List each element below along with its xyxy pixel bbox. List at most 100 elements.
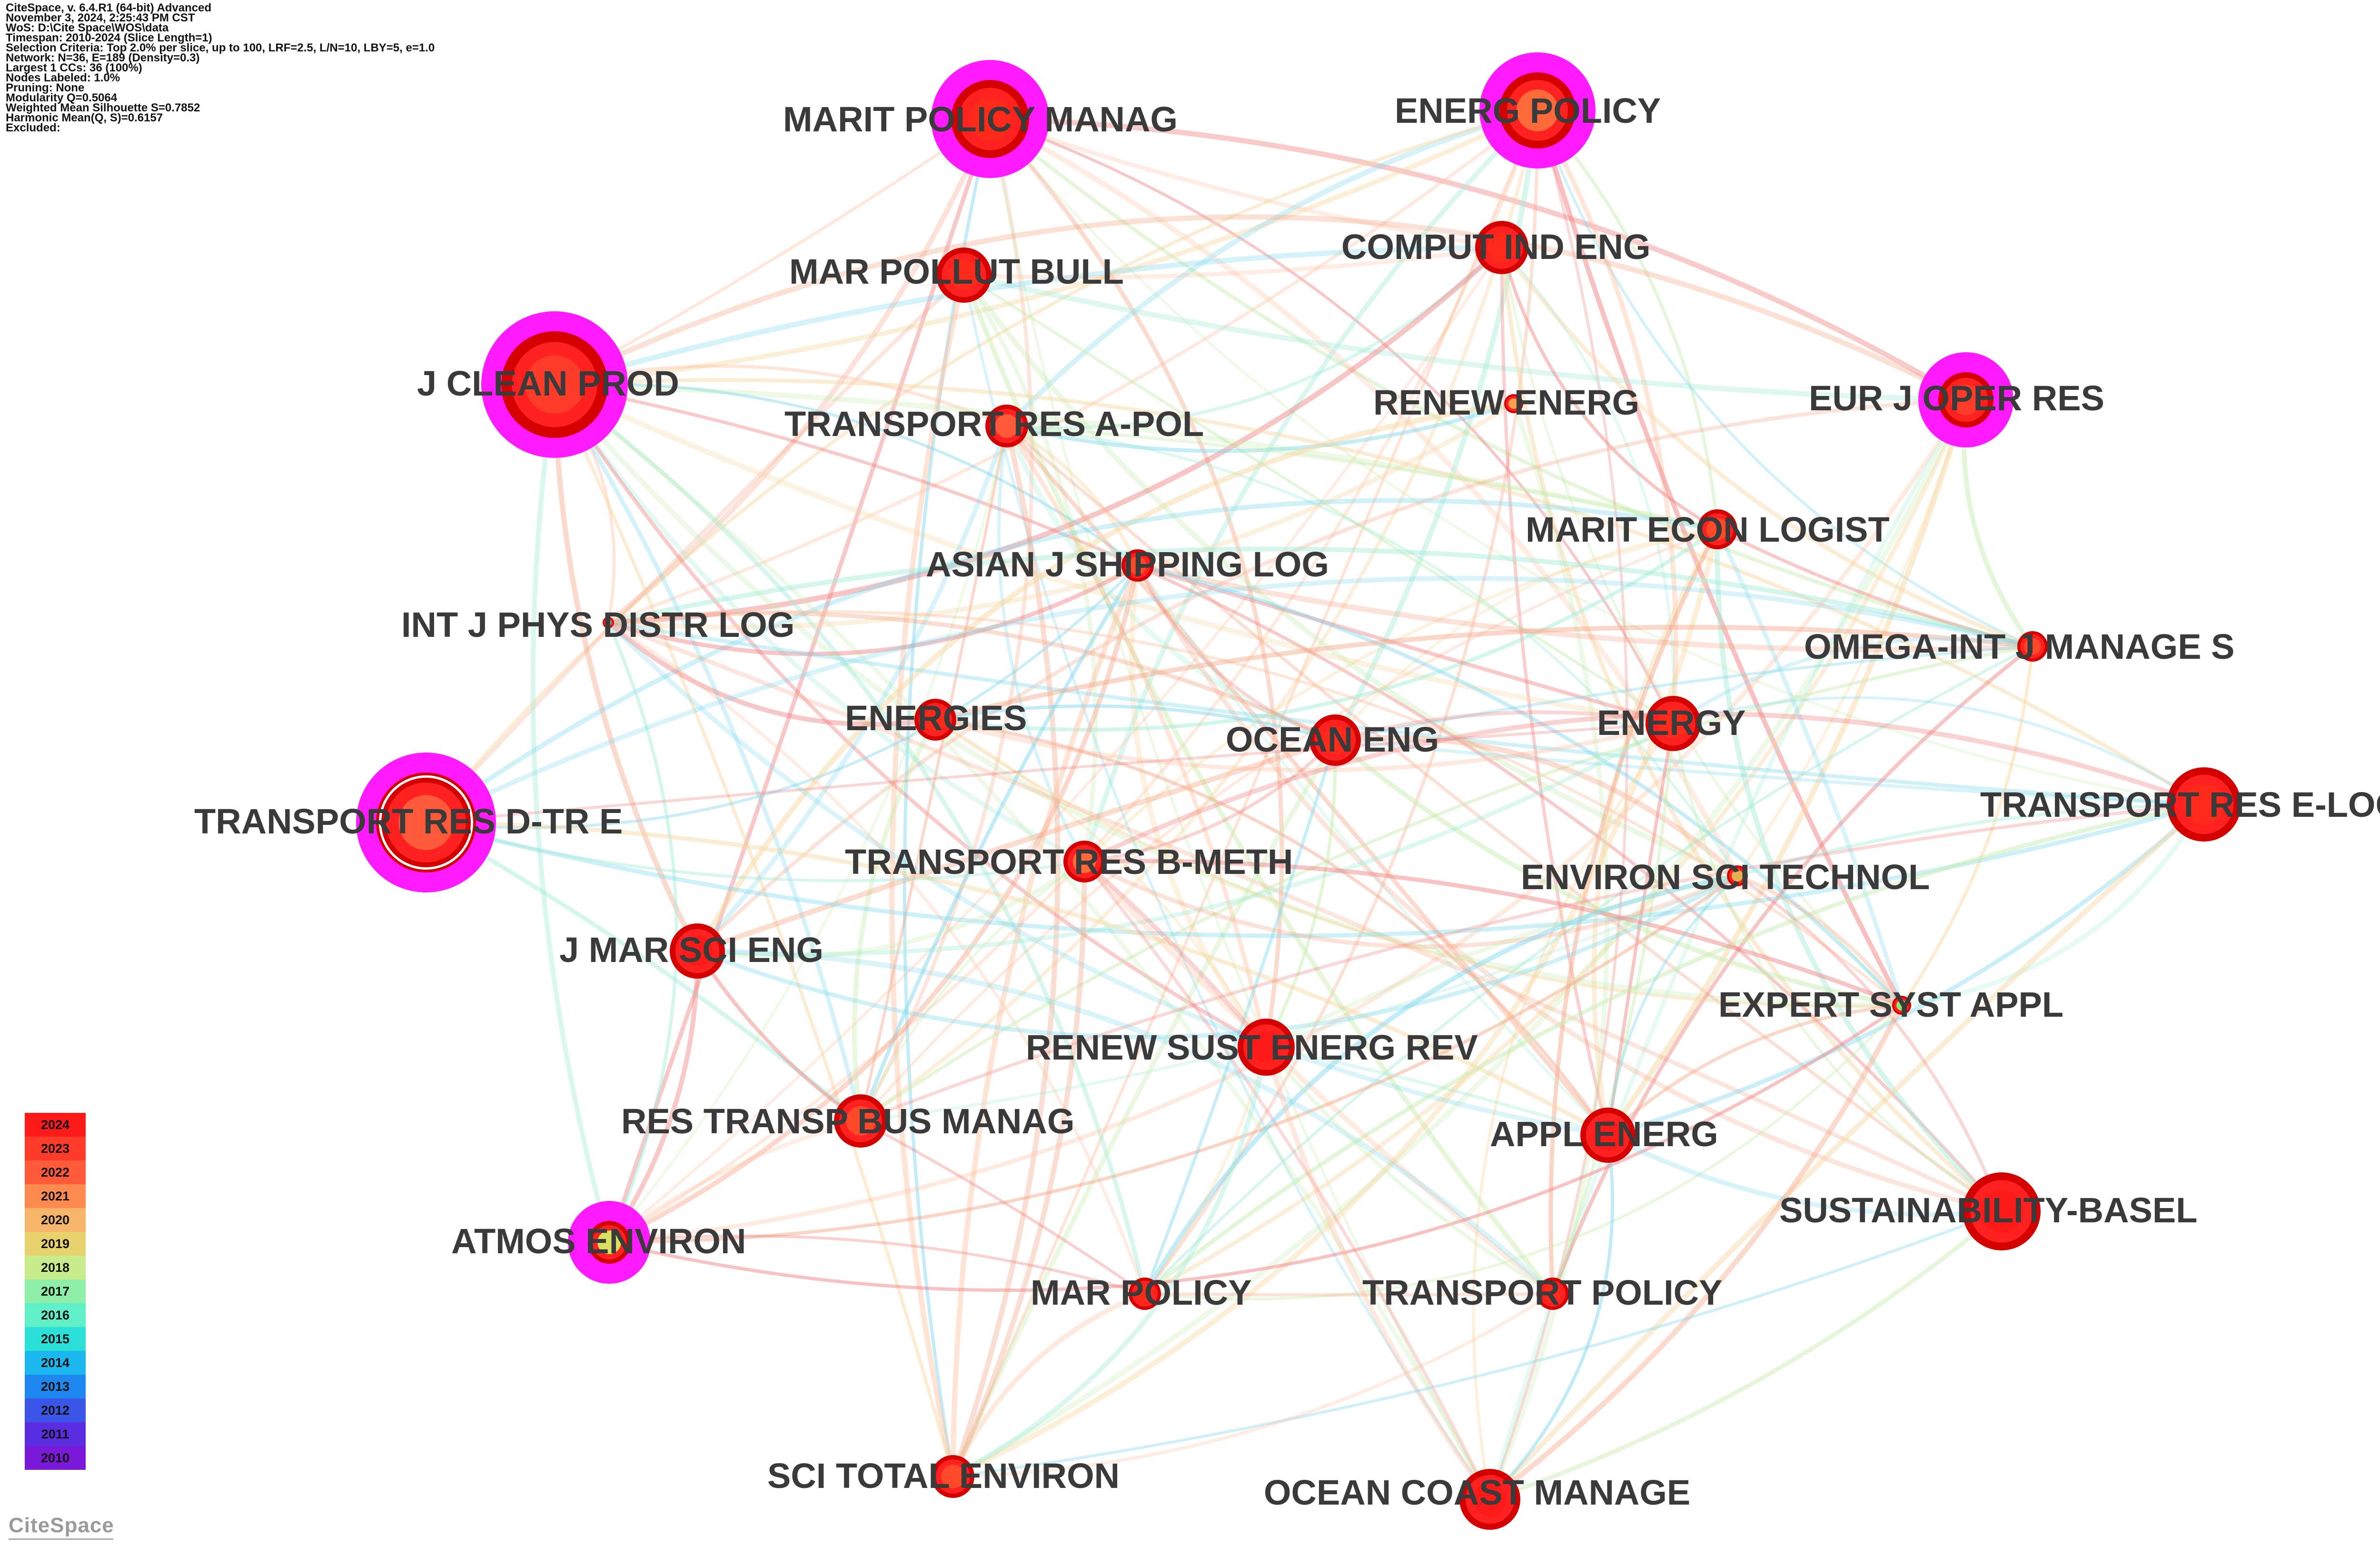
edge-marit-policy-manag-sci-total-environ (902, 119, 992, 1477)
node-label-appl-energ: APPL ENERG (1490, 1114, 1718, 1154)
node-label-energ-policy: ENERG POLICY (1395, 91, 1661, 130)
node-sci-total-environ[interactable] (932, 1455, 974, 1498)
node-core (682, 936, 713, 966)
node-comput-ind-eng[interactable] (1475, 221, 1528, 274)
edge-int-j-phys-distr-log-transport-res-e-log (608, 621, 2204, 806)
edge-transport-res-e-log-res-transp-bus-manag (860, 803, 2204, 1123)
node-environ-sci-technol[interactable] (1727, 865, 1748, 886)
legend-year-2011: 2011 (25, 1422, 86, 1446)
node-energies[interactable] (914, 699, 956, 741)
node-atmos-environ[interactable] (568, 1201, 651, 1284)
node-label-renew-sust-energ-rev: RENEW SUST ENERG REV (1026, 1028, 1478, 1067)
edge-j-clean-prod-asian-j-shipping-log (554, 382, 1139, 567)
edge-mar-pollut-bull-environ-sci-technol (962, 273, 1739, 879)
node-sustainability-basel[interactable] (1963, 1172, 2041, 1250)
node-energ-policy[interactable] (1479, 52, 1596, 168)
edge-transport-res-b-meth-j-mar-sci-eng (697, 859, 1086, 960)
edge-transport-res-a-pol-asian-j-shipping-log (1006, 424, 1140, 566)
logo-underline (9, 1538, 113, 1540)
node-core (525, 355, 584, 414)
edge-transport-res-a-pol-ocean-eng (1004, 425, 1336, 743)
node-core (941, 1465, 965, 1488)
edge-omega-int-j-manage-s-res-transp-bus-manag (860, 644, 2033, 1122)
edge-j-clean-prod-mar-policy (553, 383, 1147, 1295)
node-label-renew-energ: RENEW ENERG (1373, 383, 1639, 422)
edge-ocean-eng-transport-res-b-meth (1084, 739, 1337, 863)
edge-mar-policy-sci-total-environ (951, 1291, 1146, 1478)
node-label-transport-res-d-tr-e: TRANSPORT RES D-TR E (194, 802, 623, 841)
node-marit-policy-manag[interactable] (931, 60, 1049, 178)
edge-ocean-eng-j-mar-sci-eng (696, 737, 1336, 954)
node-transport-policy[interactable] (1537, 1278, 1569, 1310)
node-int-j-phys-distr-log[interactable] (603, 617, 614, 628)
node-transport-res-a-pol[interactable] (985, 405, 1028, 447)
edge-energies-ocean-eng (935, 704, 1336, 742)
node-mar-policy[interactable] (1129, 1278, 1161, 1310)
edge-transport-res-a-pol-environ-sci-technol (1006, 425, 1739, 877)
node-label-mar-policy: MAR POLICY (1031, 1273, 1252, 1312)
node-j-mar-sci-eng[interactable] (670, 923, 725, 979)
edge-j-clean-prod-eur-j-oper-res (553, 214, 1967, 402)
node-transport-res-b-meth[interactable] (1063, 841, 1105, 882)
node-res-transp-bus-manag[interactable] (834, 1094, 887, 1148)
edge-renew-energ-j-mar-sci-eng (695, 401, 1514, 952)
node-ocean-coast-manage[interactable] (1459, 1469, 1520, 1530)
node-renew-sust-energ-rev[interactable] (1238, 1019, 1295, 1076)
edge-omega-int-j-manage-s-energies (934, 624, 2033, 722)
node-omega-int-j-manage-s[interactable] (2017, 631, 2048, 662)
edge-marit-econ-logist-sustainability-basel (1715, 529, 2003, 1213)
node-transport-res-e-log[interactable] (2167, 767, 2241, 842)
node-core (1731, 870, 1744, 882)
edge-transport-res-e-log-environ-sci-technol (1737, 803, 2204, 878)
node-expert-syst-appl[interactable] (1892, 996, 1911, 1015)
node-core (605, 619, 612, 626)
info-line: Timespan: 2010-2024 (Slice Length=1) (6, 31, 212, 44)
edge-marit-policy-manag-res-transp-bus-manag (859, 119, 1034, 1122)
edge-int-j-phys-distr-log-ocean-eng (608, 611, 1336, 743)
info-line: Weighted Mean Silhouette S=0.7852 (6, 101, 200, 114)
node-marit-econ-logist[interactable] (1697, 509, 1737, 549)
edge-marit-econ-logist-res-transp-bus-manag (859, 528, 1718, 1122)
edge-energ-policy-transport-res-a-pol (1005, 108, 1538, 428)
edge-omega-int-j-manage-s-ocean-eng (1335, 645, 2033, 742)
node-label-expert-syst-appl: EXPERT SYST APPL (1718, 985, 2063, 1024)
edge-appl-energ-ocean-coast-manage (1488, 1135, 1615, 1501)
node-eur-j-oper-res[interactable] (1918, 352, 2013, 447)
edge-transport-res-d-tr-e-transport-res-b-meth (426, 821, 1085, 882)
node-renew-energ[interactable] (1504, 394, 1523, 413)
network-nodes (356, 52, 2241, 1530)
legend-year-2023: 2023 (25, 1137, 86, 1160)
node-label-transport-res-e-log: TRANSPORT RES E-LOG (1980, 785, 2380, 824)
edge-asian-j-shipping-log-omega-int-j-manage-s (1137, 563, 2033, 653)
edge-marit-econ-logist-transport-res-d-tr-e (425, 498, 1718, 825)
legend-year-2021: 2021 (25, 1184, 86, 1208)
info-line: November 3, 2024, 2:25:43 PM CST (6, 11, 195, 24)
node-core (995, 414, 1019, 438)
node-core (968, 97, 1012, 141)
edge-omega-int-j-manage-s-transport-res-d-tr-e (425, 575, 2033, 825)
node-appl-energ[interactable] (1580, 1108, 1636, 1163)
node-asian-j-shipping-log[interactable] (1121, 549, 1154, 582)
node-core (1487, 233, 1517, 262)
node-transport-res-d-tr-e[interactable] (356, 753, 496, 892)
legend-year-2012: 2012 (25, 1398, 86, 1422)
node-label-j-mar-sci-eng: J MAR SCI ENG (559, 930, 823, 970)
edge-expert-syst-appl-ocean-coast-manage (1488, 1004, 1904, 1502)
node-core (1951, 385, 1981, 415)
edge-renew-sust-energ-rev-ocean-coast-manage (1263, 1046, 1492, 1501)
edge-mar-pollut-bull-ocean-coast-manage (962, 275, 1491, 1500)
edge-transport-res-b-meth-res-transp-bus-manag (859, 860, 1085, 1122)
edge-j-mar-sci-eng-res-transp-bus-manag (695, 950, 862, 1123)
node-ocean-eng[interactable] (1309, 714, 1361, 766)
node-j-clean-prod[interactable] (481, 311, 628, 458)
edge-energy-transport-policy (1551, 723, 1675, 1295)
edge-energ-policy-res-transp-bus-manag (859, 110, 1539, 1123)
node-core (923, 708, 947, 732)
node-mar-pollut-bull[interactable] (936, 248, 992, 303)
info-line: Modularity Q=0.5064 (6, 91, 118, 104)
node-energy[interactable] (1646, 696, 1701, 751)
edge-energ-policy-mar-policy (1143, 110, 1539, 1295)
edge-energies-appl-energ (935, 718, 1609, 1137)
edge-mar-pollut-bull-comput-ind-eng (963, 245, 1502, 280)
